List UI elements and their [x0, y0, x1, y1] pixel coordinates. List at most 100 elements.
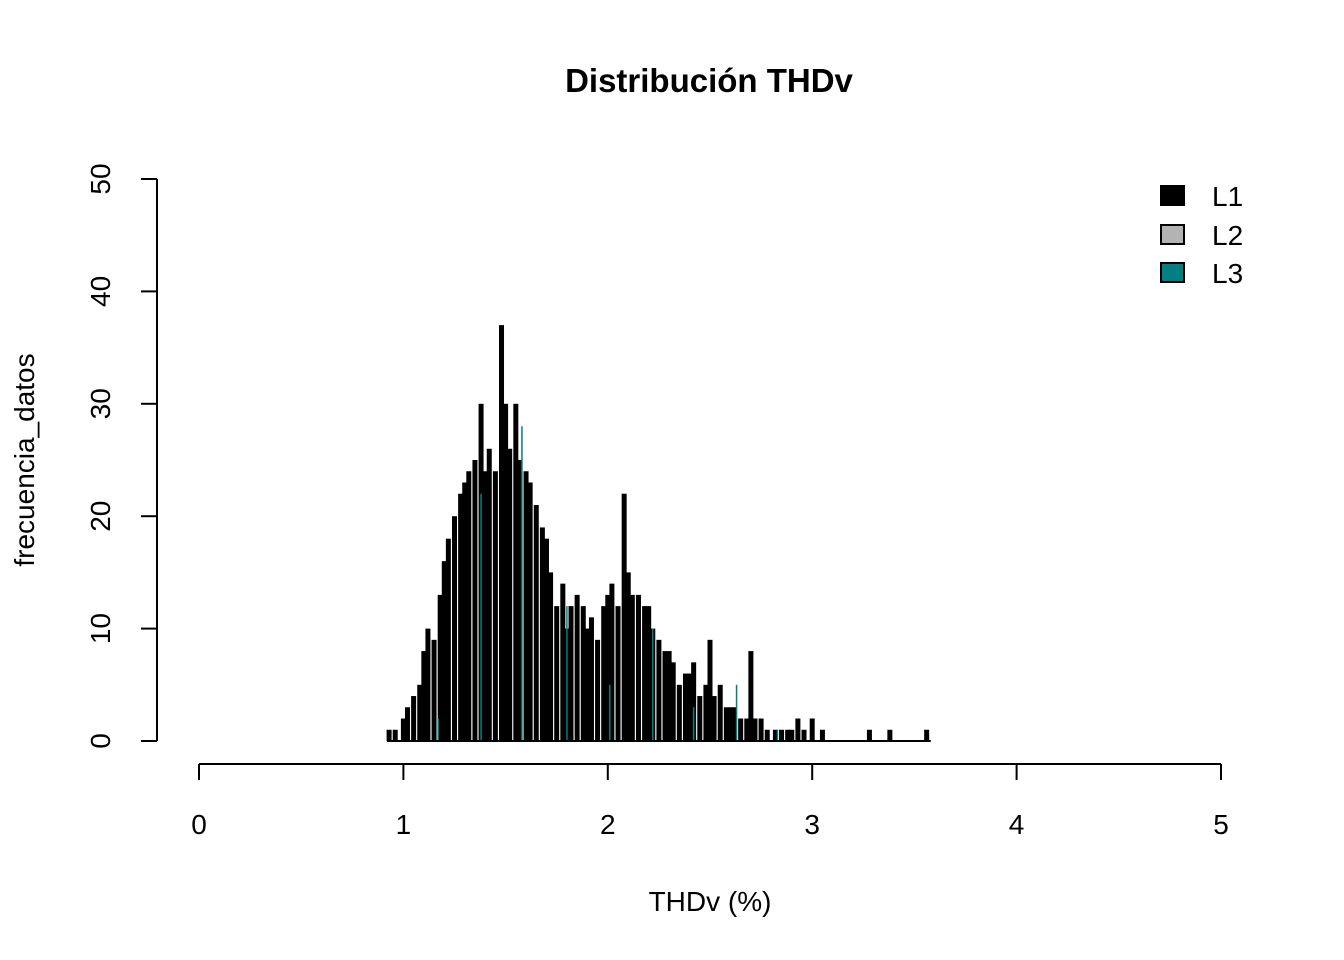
bar-l3-2	[521, 426, 523, 741]
bar-l1-12	[452, 516, 457, 741]
bar-l1-3	[404, 707, 410, 741]
bar-l1-14	[462, 482, 468, 741]
bar-l1-30	[543, 538, 549, 741]
bar-l1-70	[748, 651, 754, 741]
bar-l1-77	[785, 729, 791, 741]
bar-l1-78	[789, 729, 795, 741]
bars-group	[386, 325, 931, 742]
bar-l1-64	[717, 684, 723, 741]
bar-l1-52	[656, 639, 662, 741]
bar-l1-33	[560, 583, 566, 741]
bar-l1-72	[758, 718, 764, 741]
bar-l1-1	[392, 729, 398, 741]
bar-l1-41	[601, 606, 607, 741]
bar-l1-24	[513, 403, 519, 741]
bar-l1-66	[727, 707, 733, 741]
y-tick-label-20: 20	[85, 501, 116, 532]
bar-l1-67	[732, 707, 738, 741]
bar-l1-50	[646, 606, 652, 741]
y-axis-label: frecuencia_datos	[9, 353, 40, 566]
bar-l1-5	[417, 684, 423, 741]
bar-l1-11	[445, 538, 451, 741]
legend-label-l1: L1	[1212, 181, 1243, 212]
bar-l1-49	[642, 606, 648, 741]
bar-l1-32	[554, 606, 560, 741]
bar-l1-76	[779, 729, 785, 741]
bar-l3-5	[652, 628, 654, 741]
bar-l1-60	[697, 696, 703, 741]
bar-l3-6	[692, 707, 695, 741]
bar-l1-82	[819, 729, 825, 741]
bar-l1-46	[625, 572, 631, 741]
bar-l1-42	[605, 594, 611, 741]
bar-l1-79	[795, 718, 801, 741]
bar-l1-57	[682, 673, 688, 741]
bar-l1-69	[744, 718, 750, 741]
x-tick-label-2: 2	[600, 809, 616, 840]
bar-l1-6	[421, 651, 427, 741]
y-tick-label-10: 10	[85, 613, 116, 644]
bar-l1-20	[492, 471, 498, 741]
bar-l1-65	[723, 707, 729, 741]
bar-l1-18	[482, 471, 488, 741]
legend-label-l2: L2	[1212, 220, 1243, 251]
bar-l1-25	[517, 460, 523, 741]
bar-l1-73	[764, 729, 770, 741]
bar-l1-53	[662, 651, 668, 741]
y-tick-label-0: 0	[85, 733, 116, 749]
bar-l3-0	[437, 718, 439, 741]
bar-l1-47	[629, 594, 635, 741]
bar-l3-8	[776, 729, 779, 741]
x-tick-label-3: 3	[804, 809, 820, 840]
bar-l1-58	[687, 673, 693, 741]
bar-l1-22	[503, 403, 509, 741]
bar-l3-4	[609, 684, 611, 741]
legend-swatch-l1	[1160, 185, 1185, 206]
bar-l1-7	[425, 628, 431, 741]
bar-l1-0	[386, 729, 392, 741]
bar-l1-48	[635, 594, 641, 741]
x-tick-label-4: 4	[1009, 809, 1025, 840]
bar-l1-85	[924, 729, 930, 741]
bar-l1-83	[866, 729, 872, 741]
bar-l1-4	[411, 696, 417, 741]
bar-l1-27	[527, 482, 533, 741]
legend-swatch-l2	[1160, 224, 1185, 245]
bar-l1-81	[809, 718, 815, 741]
bar-l1-19	[486, 448, 492, 741]
y-tick-label-30: 30	[85, 388, 116, 419]
bar-l1-44	[615, 606, 621, 741]
bar-l1-28	[533, 504, 539, 741]
x-tick-label-1: 1	[396, 809, 412, 840]
bar-l1-39	[588, 617, 594, 741]
bar-l3-7	[735, 684, 738, 741]
bar-l1-56	[676, 684, 682, 741]
x-axis-label: THDv (%)	[649, 886, 772, 917]
y-axis: 0 10 20 30 40 50	[85, 163, 158, 749]
bar-l1-10	[441, 561, 447, 741]
bar-l1-80	[801, 729, 807, 741]
bar-l1-54	[666, 651, 672, 741]
bar-l1-43	[609, 583, 615, 741]
y-tick-label-40: 40	[85, 276, 116, 307]
bar-l1-45	[621, 493, 627, 741]
bar-l1-71	[752, 718, 758, 741]
bar-l1-29	[539, 527, 545, 741]
bar-l1-84	[887, 729, 893, 741]
bar-l3-3	[566, 606, 568, 741]
bar-l1-61	[703, 684, 709, 741]
bar-l1-16	[472, 460, 478, 741]
bar-l1-55	[670, 662, 676, 741]
legend: L1 L2 L3	[1160, 181, 1243, 289]
bar-l1-62	[707, 639, 713, 741]
bar-l1-2	[400, 718, 406, 741]
bar-l1-38	[584, 628, 590, 741]
bar-l1-9	[437, 594, 443, 741]
x-tick-label-0: 0	[191, 809, 207, 840]
bar-l1-40	[595, 639, 601, 741]
bar-l3-1	[480, 493, 482, 741]
legend-label-l3: L3	[1212, 258, 1243, 289]
bar-l1-15	[466, 471, 472, 741]
bar-l1-75	[772, 729, 778, 741]
